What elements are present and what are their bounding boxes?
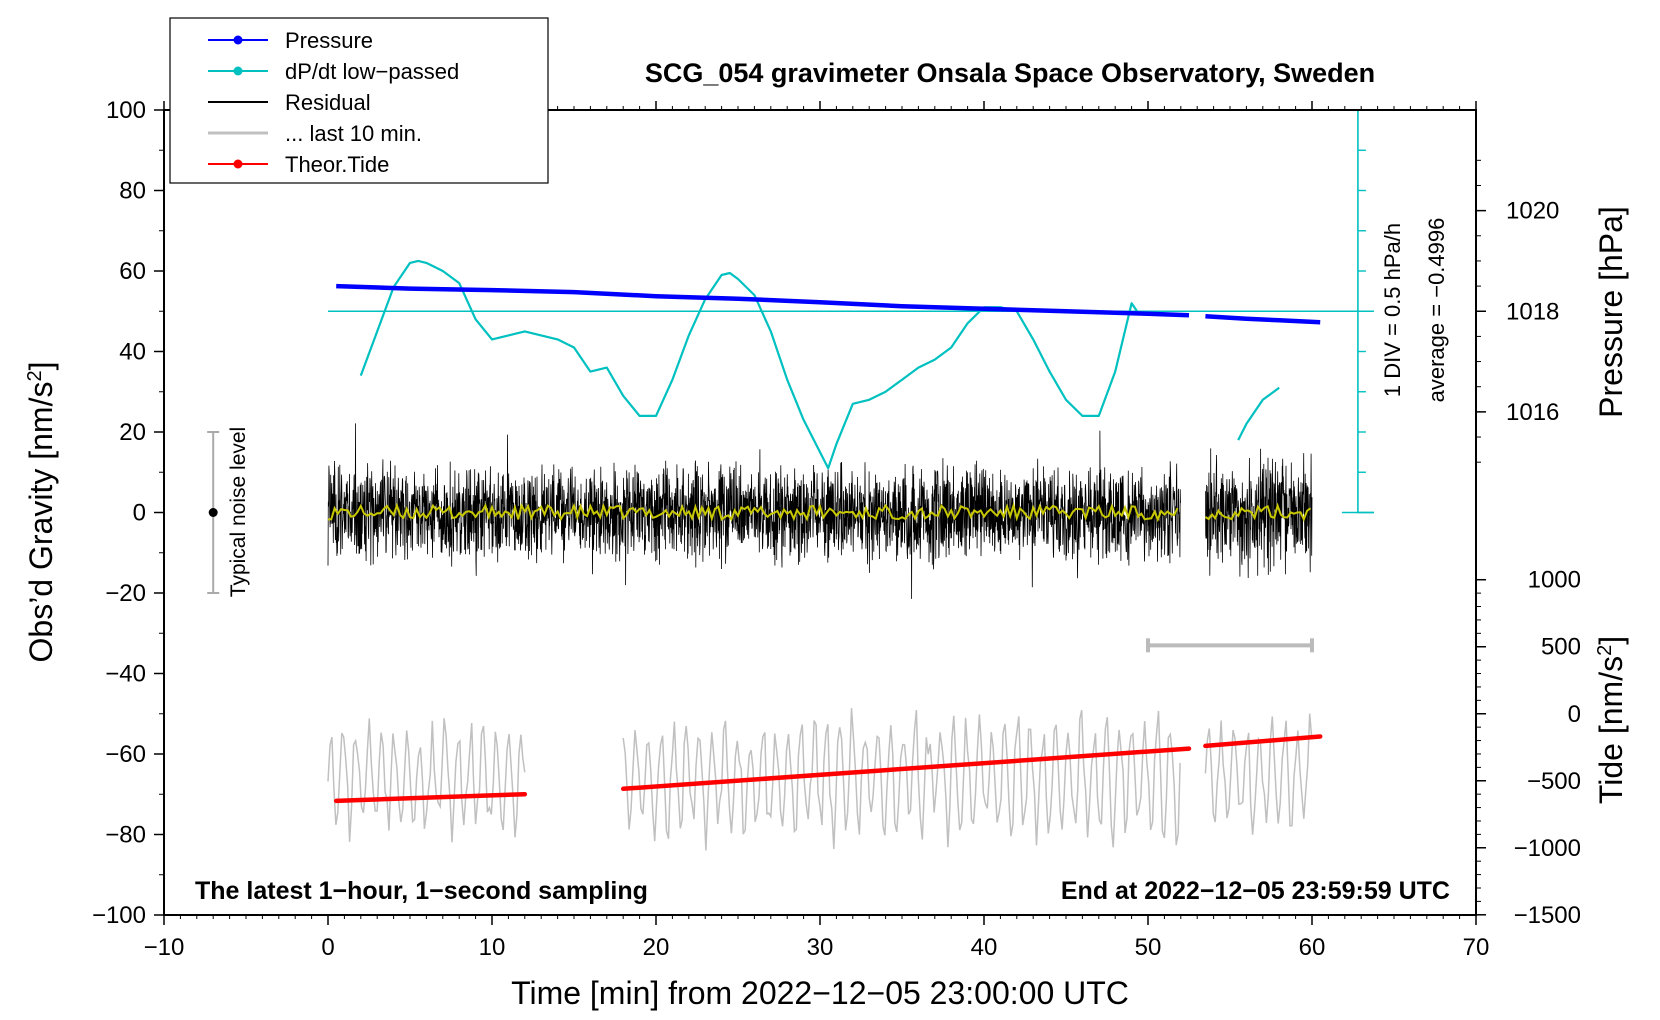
legend-item: Theor.Tide	[208, 152, 389, 177]
y-tick-label: −20	[105, 580, 146, 607]
legend-item: Residual	[208, 90, 371, 115]
footer-right-label: End at 2022−12−05 23:59:59 UTC	[1061, 877, 1450, 905]
tide-tick-label: −500	[1527, 768, 1581, 795]
last10-line	[327, 718, 526, 843]
x-tick-label: 0	[321, 934, 334, 961]
dpdt-average-label: average = −0.4996	[1424, 218, 1449, 403]
pressure-line	[1205, 314, 1321, 325]
legend-swatch-marker	[233, 35, 243, 45]
legend-item: Pressure	[208, 28, 373, 53]
x-tick-label: 50	[1135, 934, 1162, 961]
series-layer	[207, 109, 1374, 851]
chart-title: SCG_054 gravimeter Onsala Space Observat…	[645, 58, 1375, 88]
typical-noise-label: Typical noise level	[227, 427, 250, 597]
x-tick-label: 10	[479, 934, 506, 961]
x-tick-label: 40	[971, 934, 998, 961]
legend-label: Theor.Tide	[285, 152, 389, 177]
y-axis-title-pressure: Pressure [hPa]	[1593, 206, 1629, 418]
legend-label: dP/dt low−passed	[285, 59, 459, 84]
legend-box	[169, 17, 549, 184]
y-tick-label: 80	[119, 178, 146, 205]
x-tick-label: 60	[1299, 934, 1326, 961]
y-tick-label: 0	[133, 500, 146, 527]
residual-smoothed-line	[1204, 502, 1312, 522]
dpdt-div-label: 1 DIV = 0.5 hPa/h	[1380, 223, 1405, 397]
legend: Pressure dP/dt low−passed Residual ... last…	[169, 17, 549, 184]
legend-swatch-marker	[233, 66, 243, 76]
pressure-tick-label: 1016	[1506, 399, 1559, 426]
pressure-tick-label: 1020	[1506, 198, 1559, 225]
footer-left-label: The latest 1−hour, 1−second sampling	[195, 877, 648, 905]
last10-line	[1204, 713, 1313, 835]
tick-layer: −10 0 10 20 30 40 50 60 70−100−80−60−40−20020406…	[92, 97, 1581, 961]
tide-tick-label: −1500	[1514, 902, 1581, 929]
dpdt-line	[1237, 386, 1280, 441]
x-tick-label: −10	[144, 934, 185, 961]
legend-item: ... last 10 min.	[208, 121, 422, 146]
y-tick-label: −80	[105, 822, 146, 849]
y-tick-label: 40	[119, 339, 146, 366]
tide-tick-label: 1000	[1528, 567, 1581, 594]
noise-center-dot	[208, 508, 218, 517]
tide-line	[1203, 734, 1323, 749]
legend-swatch-marker	[233, 159, 243, 169]
y-tick-label: 60	[119, 258, 146, 285]
x-tick-label: 70	[1463, 934, 1490, 961]
y-tick-label: −40	[105, 661, 146, 688]
legend-label: ... last 10 min.	[285, 121, 422, 146]
y-axis-title-gravity: Obs’d Gravity [nm/s2]	[23, 362, 59, 663]
y-tick-label: −100	[92, 902, 146, 929]
pressure-line	[336, 283, 1190, 318]
y-tick-label: 20	[119, 419, 146, 446]
tide-line	[333, 791, 528, 804]
legend-label: Pressure	[285, 28, 373, 53]
pressure-tick-label: 1018	[1506, 298, 1559, 325]
tide-tick-label: −1000	[1514, 835, 1581, 862]
y-tick-label: 100	[106, 97, 146, 124]
tide-line	[620, 746, 1192, 792]
legend-label: Residual	[285, 90, 371, 115]
x-tick-label: 20	[643, 934, 670, 961]
y-tick-label: −60	[105, 741, 146, 768]
residual-smoothed-line	[327, 501, 1179, 523]
last10-line	[622, 708, 1181, 851]
y-axis-title-tide: Tide [nm/s2]	[1593, 636, 1629, 804]
tide-tick-label: 500	[1541, 634, 1581, 661]
x-tick-label: 30	[807, 934, 834, 961]
legend-item: dP/dt low−passed	[208, 59, 459, 84]
tide-tick-label: 0	[1568, 701, 1581, 728]
x-axis-title: Time [min] from 2022−12−05 23:00:00 UTC	[511, 975, 1129, 1011]
